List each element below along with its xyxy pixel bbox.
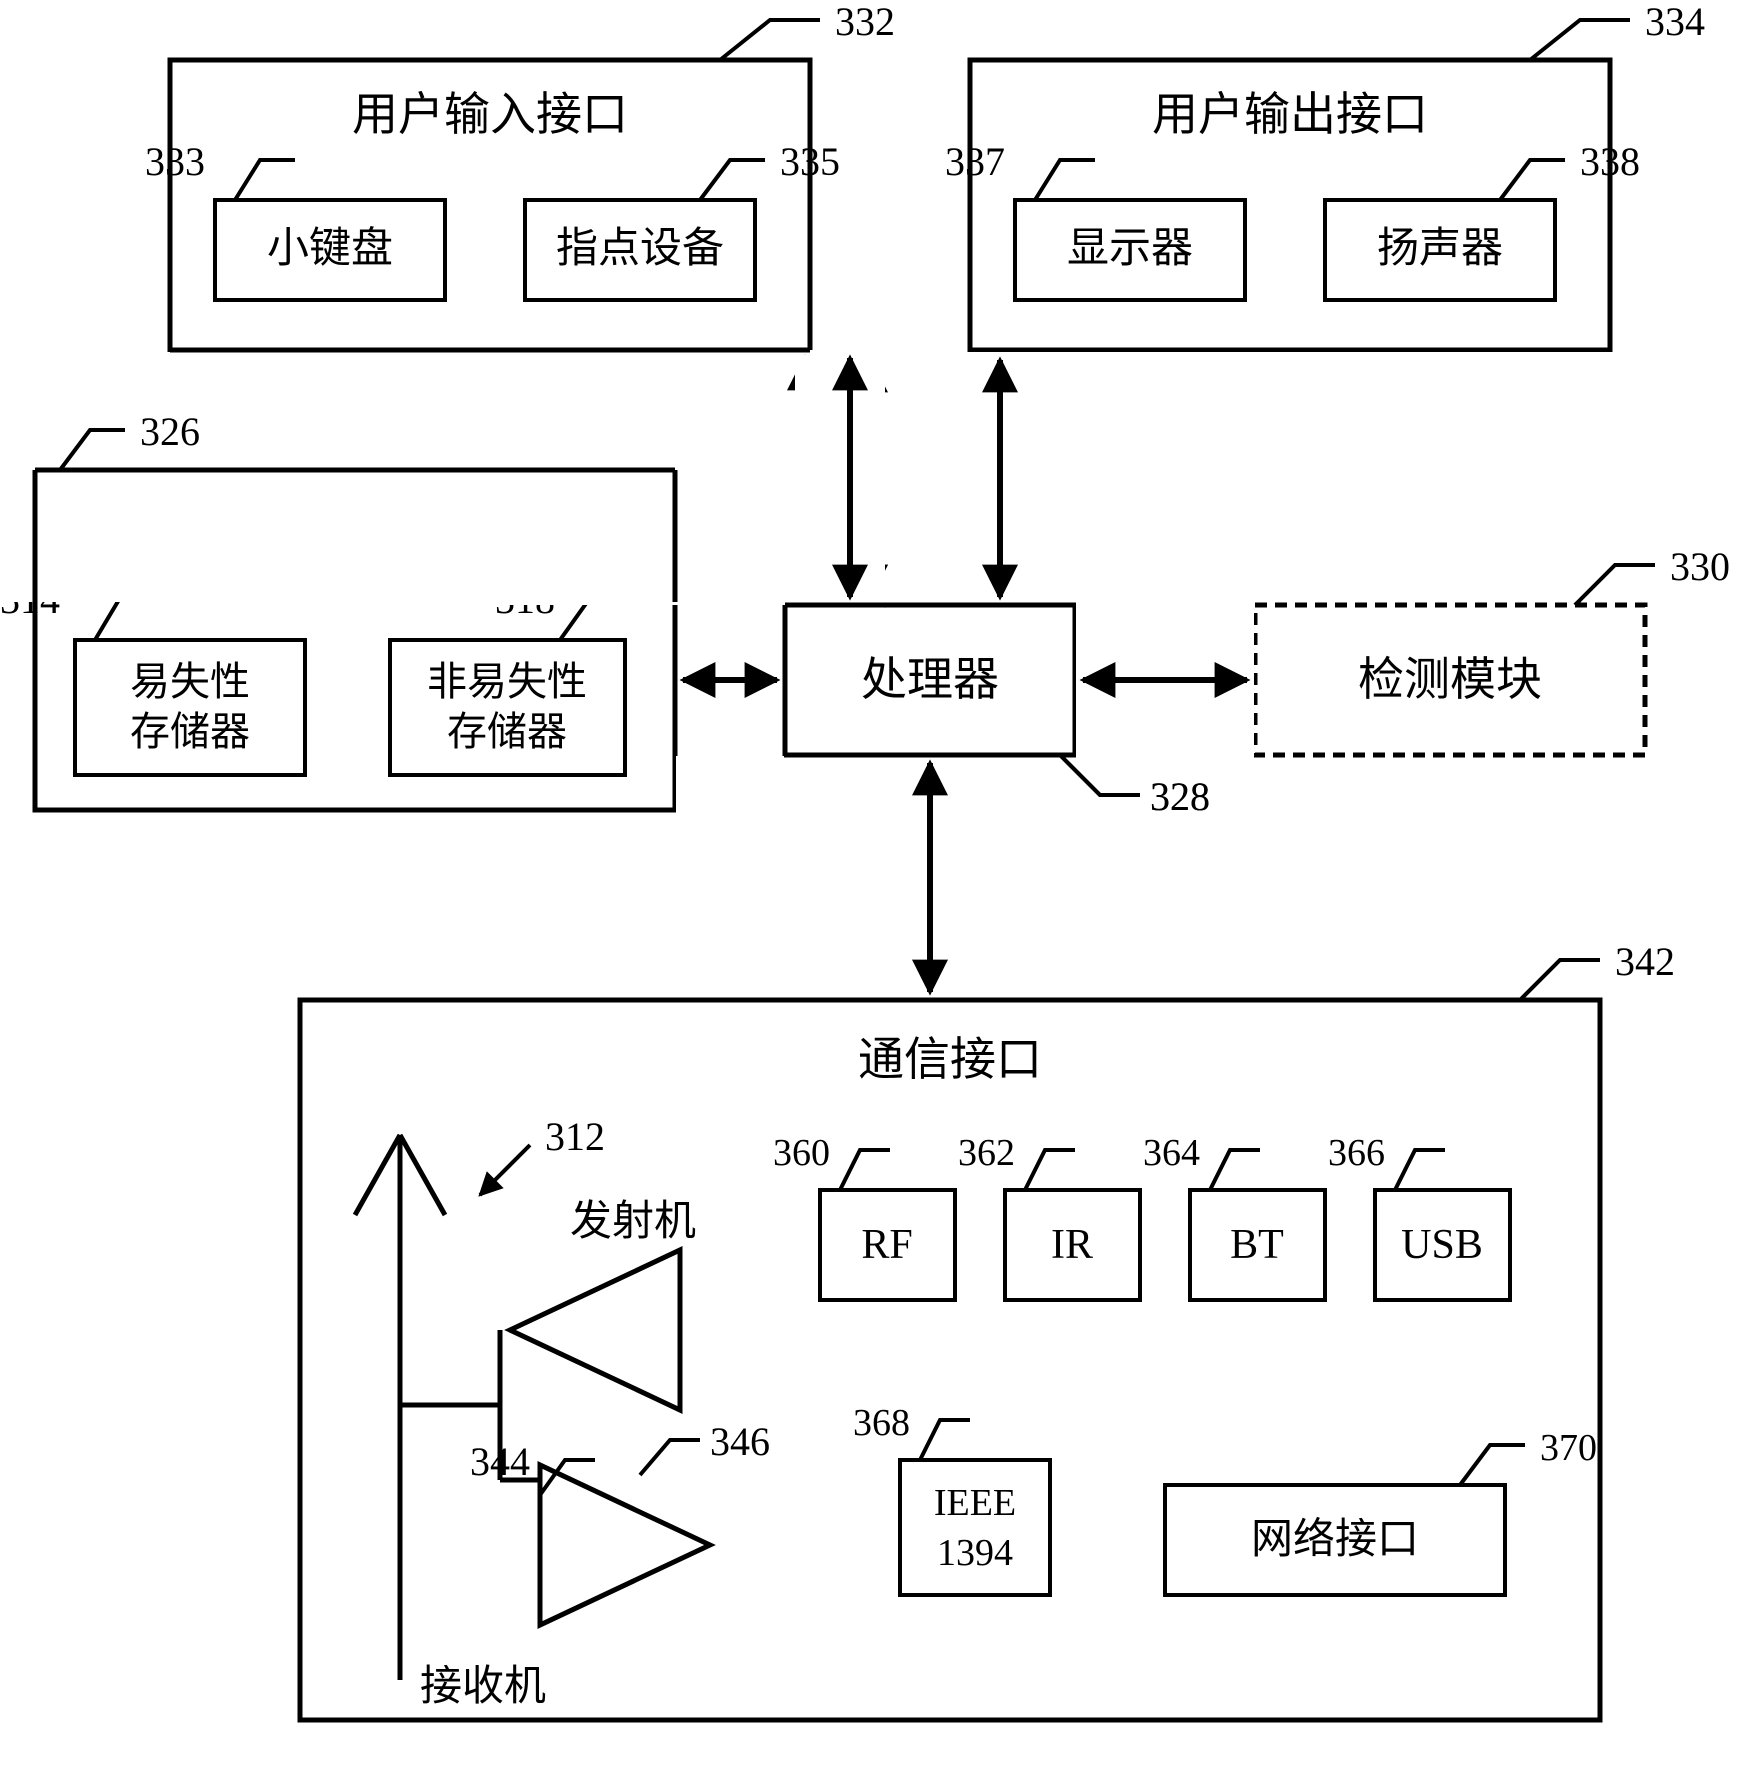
block-user-input: 332 用户输入接口 333 小键盘 335 指点设备 xyxy=(145,0,895,350)
svg-text:326: 326 xyxy=(140,409,200,454)
ref-bt: 364 xyxy=(1143,1132,1200,1174)
block-diagram: 332 用户输入接口 333 小键盘 335 指点设备 334 用户输出接口 3… xyxy=(0,0,1747,1778)
ref-ieee: 368 xyxy=(853,1402,910,1444)
label-ir: IR xyxy=(1051,1222,1093,1268)
label-display: 显示器 xyxy=(1067,226,1193,272)
title-user-input: 用户输入接口 xyxy=(352,89,628,140)
ref-keypad: 333 xyxy=(145,139,205,184)
label-rf: RF xyxy=(861,1222,912,1268)
ref-user-input: 332 xyxy=(835,0,895,44)
ref-tx: 344 xyxy=(470,1439,530,1484)
title-comm: 通信接口 xyxy=(858,1034,1042,1085)
label-bt: BT xyxy=(1230,1222,1284,1268)
label-speaker: 扬声器 xyxy=(1377,226,1503,272)
label-volatile-2: 存储器 xyxy=(130,709,250,754)
svg-text:328: 328 xyxy=(1150,774,1210,819)
ref-usb: 366 xyxy=(1328,1132,1385,1174)
ref-user-output: 334 xyxy=(1645,0,1705,44)
label-ieee-2: 1394 xyxy=(937,1532,1013,1574)
label-volatile-1: 易失性 xyxy=(130,659,250,704)
svg-text:330: 330 xyxy=(1670,544,1730,589)
block-comm: 342 通信接口 312 发射机 接收机 344 xyxy=(300,939,1675,1720)
label-detect: 检测模块 xyxy=(1358,654,1542,705)
label-tx: 发射机 xyxy=(570,1199,696,1245)
label-pointing: 指点设备 xyxy=(556,226,724,272)
ref-antenna: 312 xyxy=(545,1114,605,1159)
ref-speaker: 338 xyxy=(1580,139,1640,184)
ref-comm: 342 xyxy=(1615,939,1675,984)
label-net: 网络接口 xyxy=(1251,1516,1419,1563)
ref-net: 370 xyxy=(1540,1427,1597,1469)
label-nonvolatile-1: 非易失性 xyxy=(427,659,587,704)
label-nonvolatile-2: 存储器 xyxy=(447,709,567,754)
label-ieee-1: IEEE xyxy=(934,1482,1016,1524)
label-rx: 接收机 xyxy=(420,1664,546,1710)
ref-rx: 346 xyxy=(710,1419,770,1464)
label-keypad: 小键盘 xyxy=(267,225,393,272)
ref-display: 337 xyxy=(945,139,1005,184)
block-user-output: 334 用户输出接口 337 显示器 338 扬声器 xyxy=(945,0,1705,350)
label-usb: USB xyxy=(1401,1222,1483,1268)
ref-ir: 362 xyxy=(958,1132,1015,1174)
ref-rf: 360 xyxy=(773,1132,830,1174)
label-processor: 处理器 xyxy=(861,654,999,705)
title-user-output: 用户输出接口 xyxy=(1152,89,1428,140)
